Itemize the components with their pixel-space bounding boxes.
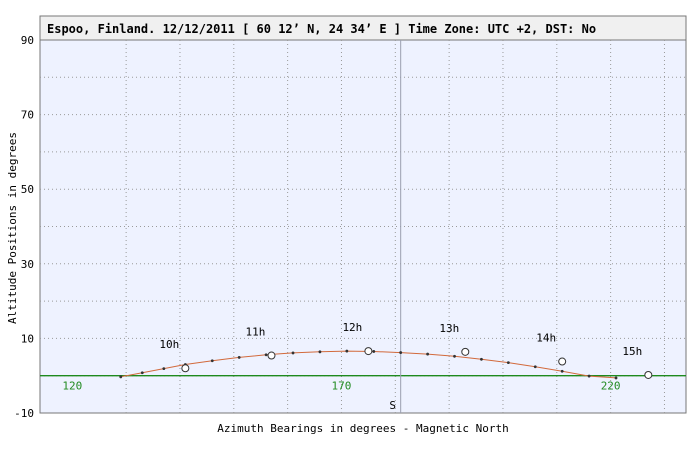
x-tick-label: 170 bbox=[332, 380, 352, 393]
x-tick-label: 120 bbox=[62, 380, 82, 393]
x-tick-label: 220 bbox=[601, 380, 621, 393]
sun-path-point bbox=[291, 351, 295, 355]
hour-marker bbox=[181, 364, 190, 373]
y-tick-labels: 90 70 50 30 10 -10 bbox=[14, 34, 34, 420]
y-axis-title: Altitude Positions in degrees bbox=[6, 132, 19, 324]
sun-path-point bbox=[480, 357, 483, 361]
sun-path-point bbox=[533, 365, 537, 369]
hour-label: 13h bbox=[439, 322, 459, 335]
y-tick-label: 50 bbox=[21, 183, 34, 196]
sun-path-point bbox=[119, 375, 123, 379]
sun-path-point bbox=[399, 351, 403, 354]
sun-path-point bbox=[453, 354, 456, 358]
hour-marker bbox=[364, 347, 373, 356]
hour-markers: 10h 11h 12h 13h 14h 15h bbox=[159, 321, 653, 379]
hour-label: 12h bbox=[342, 321, 362, 334]
sun-path-point bbox=[237, 356, 241, 359]
sun-path-point bbox=[140, 371, 144, 375]
horizon-line-group: 120 170 220 bbox=[40, 375, 686, 393]
hour-label: 14h bbox=[536, 332, 556, 345]
sun-path-point bbox=[345, 349, 349, 353]
sun-path-point bbox=[372, 350, 376, 353]
plot-area bbox=[39, 39, 687, 414]
hour-label: 10h bbox=[159, 338, 179, 351]
sun-path-point bbox=[162, 367, 166, 371]
sun-path-point bbox=[506, 361, 510, 365]
x-axis-title: Azimuth Bearings in degrees - Magnetic N… bbox=[217, 422, 508, 435]
sun-path-series bbox=[119, 349, 618, 380]
hour-marker bbox=[461, 347, 470, 356]
y-tick-label: 30 bbox=[21, 258, 34, 271]
y-tick-label: 70 bbox=[21, 109, 34, 122]
sun-path-point bbox=[587, 374, 591, 378]
sun-path-point bbox=[210, 359, 214, 363]
y-tick-label: -10 bbox=[14, 407, 34, 420]
hour-label: 11h bbox=[246, 326, 266, 339]
sun-path-point bbox=[264, 353, 268, 357]
hour-label: 15h bbox=[622, 345, 642, 358]
sun-path-point bbox=[560, 369, 564, 373]
hour-marker bbox=[558, 357, 567, 366]
y-tick-label: 90 bbox=[21, 34, 34, 47]
south-label: S bbox=[389, 399, 396, 412]
chart-title: Espoo, Finland. 12/12/2011 [ 60 12’ N, 2… bbox=[47, 22, 596, 36]
sun-path-point bbox=[318, 350, 322, 354]
sun-path-point bbox=[614, 376, 618, 380]
y-tick-label: 10 bbox=[21, 332, 34, 345]
sun-path-point bbox=[426, 352, 429, 356]
south-line-group: S bbox=[389, 40, 402, 413]
sun-path-line bbox=[120, 350, 617, 379]
title-bar bbox=[39, 15, 687, 41]
hour-marker bbox=[644, 370, 653, 379]
hour-marker bbox=[267, 351, 276, 360]
